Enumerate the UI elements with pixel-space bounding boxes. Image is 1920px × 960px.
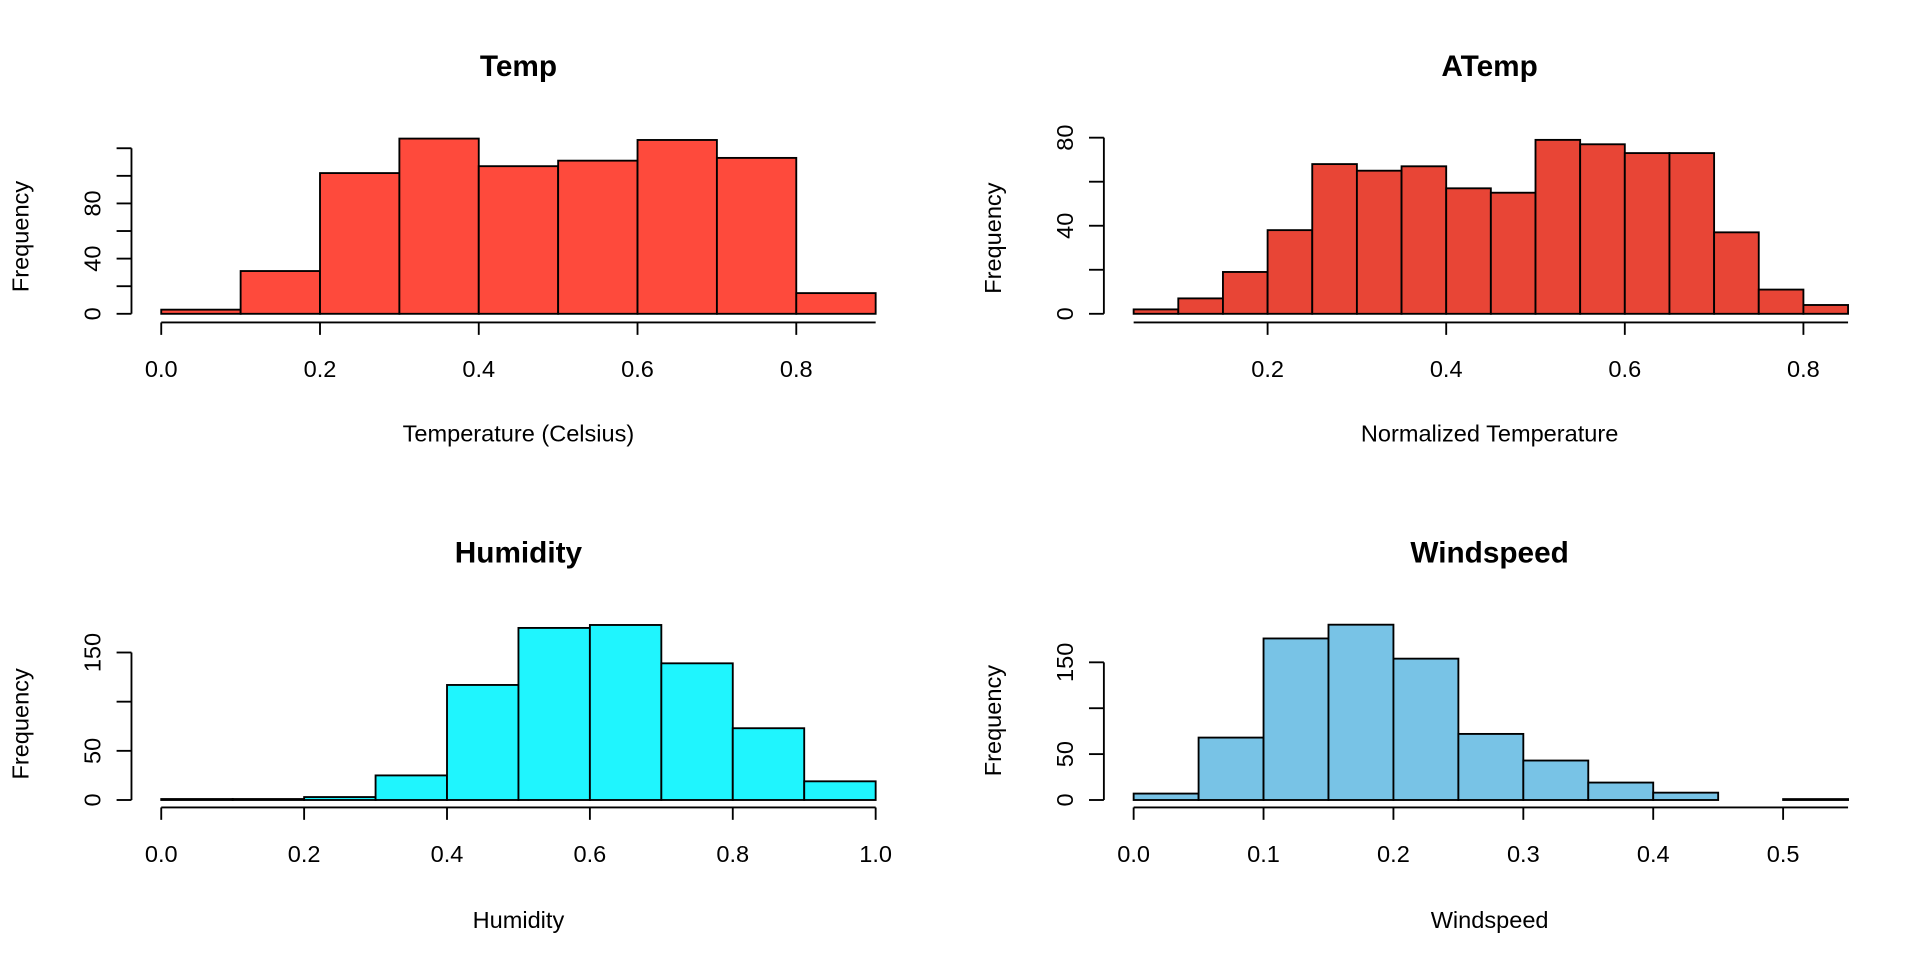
y-tick-label: 50 bbox=[1052, 741, 1078, 767]
y-tick-label: 80 bbox=[1052, 125, 1078, 151]
x-axis-label: Normalized Temperature bbox=[1361, 421, 1618, 447]
bar bbox=[1197, 736, 1265, 801]
bar bbox=[477, 165, 560, 315]
x-tick-label: 0.8 bbox=[780, 356, 813, 382]
x-tick-label: 1.0 bbox=[859, 841, 892, 867]
y-axis-label: Frequency bbox=[8, 181, 34, 292]
bar bbox=[1355, 169, 1403, 315]
bar bbox=[160, 308, 242, 315]
chart-title: Humidity bbox=[455, 536, 583, 569]
bar bbox=[1652, 791, 1720, 801]
bar bbox=[1623, 152, 1671, 315]
bar bbox=[446, 684, 520, 801]
bar bbox=[160, 798, 234, 801]
y-tick-label: 150 bbox=[79, 633, 105, 672]
x-tick-label: 0.0 bbox=[145, 841, 178, 867]
bar bbox=[1132, 792, 1200, 801]
y-axis-label: Frequency bbox=[980, 665, 1006, 776]
bar bbox=[1489, 191, 1537, 315]
x-tick-label: 0.4 bbox=[1430, 356, 1463, 382]
x-tick-label: 0.1 bbox=[1247, 841, 1280, 867]
bar bbox=[1457, 732, 1525, 801]
bar bbox=[1311, 163, 1358, 315]
y-tick-label: 40 bbox=[79, 246, 105, 272]
x-tick-label: 0.2 bbox=[304, 356, 337, 382]
bar bbox=[1782, 798, 1849, 801]
bar bbox=[303, 796, 377, 801]
bar bbox=[588, 624, 663, 801]
bar bbox=[1392, 657, 1460, 801]
bar bbox=[1522, 759, 1590, 801]
bar bbox=[795, 292, 877, 315]
bar bbox=[1400, 165, 1448, 315]
bar bbox=[239, 270, 321, 315]
x-tick-label: 0.4 bbox=[431, 841, 464, 867]
bar bbox=[1222, 271, 1269, 315]
bar bbox=[1668, 152, 1716, 315]
y-tick-label: 0 bbox=[1052, 793, 1078, 806]
x-tick-label: 0.0 bbox=[1117, 841, 1150, 867]
y-tick-label: 80 bbox=[79, 190, 105, 216]
x-tick-label: 0.4 bbox=[1637, 841, 1670, 867]
bar bbox=[1713, 231, 1760, 315]
y-tick-label: 50 bbox=[79, 738, 105, 764]
x-tick-label: 0.4 bbox=[462, 356, 495, 382]
x-tick-label: 0.3 bbox=[1507, 841, 1540, 867]
bar bbox=[1587, 781, 1655, 801]
bar bbox=[715, 156, 798, 315]
x-tick-label: 0.6 bbox=[621, 356, 654, 382]
bar bbox=[1534, 138, 1582, 315]
y-axis-label: Frequency bbox=[980, 182, 1006, 293]
bar bbox=[803, 780, 877, 801]
bar bbox=[1327, 623, 1395, 801]
y-tick-label: 0 bbox=[79, 307, 105, 320]
bar bbox=[1262, 637, 1330, 801]
x-tick-label: 0.6 bbox=[1608, 356, 1641, 382]
y-tick-label: 0 bbox=[1052, 307, 1078, 320]
bar bbox=[731, 727, 806, 801]
x-tick-label: 0.0 bbox=[145, 356, 178, 382]
y-tick-label: 150 bbox=[1052, 643, 1078, 682]
bar bbox=[1579, 143, 1626, 315]
chart-title: Windspeed bbox=[1410, 536, 1568, 569]
x-axis-label: Humidity bbox=[473, 907, 565, 933]
chart-title: ATemp bbox=[1441, 50, 1537, 83]
x-tick-label: 0.2 bbox=[1377, 841, 1410, 867]
bar bbox=[1266, 229, 1314, 315]
bar bbox=[1177, 297, 1224, 315]
chart-title: Temp bbox=[480, 50, 557, 83]
x-tick-label: 0.2 bbox=[288, 841, 321, 867]
x-axis-label: Windspeed bbox=[1431, 907, 1549, 933]
bar bbox=[1132, 308, 1180, 315]
x-tick-label: 0.8 bbox=[1787, 356, 1820, 382]
x-tick-label: 0.5 bbox=[1767, 841, 1800, 867]
bar bbox=[636, 139, 718, 315]
y-tick-label: 40 bbox=[1052, 213, 1078, 239]
bar bbox=[517, 626, 591, 801]
bar bbox=[1445, 187, 1492, 315]
bar bbox=[374, 774, 448, 801]
x-axis-label: Temperature (Celsius) bbox=[403, 421, 635, 447]
bar bbox=[231, 798, 306, 801]
bar bbox=[398, 137, 480, 315]
x-tick-label: 0.8 bbox=[716, 841, 749, 867]
y-axis-label: Frequency bbox=[8, 668, 34, 779]
bar bbox=[319, 172, 401, 315]
x-tick-label: 0.2 bbox=[1251, 356, 1284, 382]
bar bbox=[660, 662, 734, 801]
x-tick-label: 0.6 bbox=[574, 841, 607, 867]
bar bbox=[1802, 304, 1849, 315]
bar bbox=[1757, 288, 1805, 315]
bar bbox=[557, 159, 639, 315]
y-tick-label: 0 bbox=[79, 793, 105, 806]
